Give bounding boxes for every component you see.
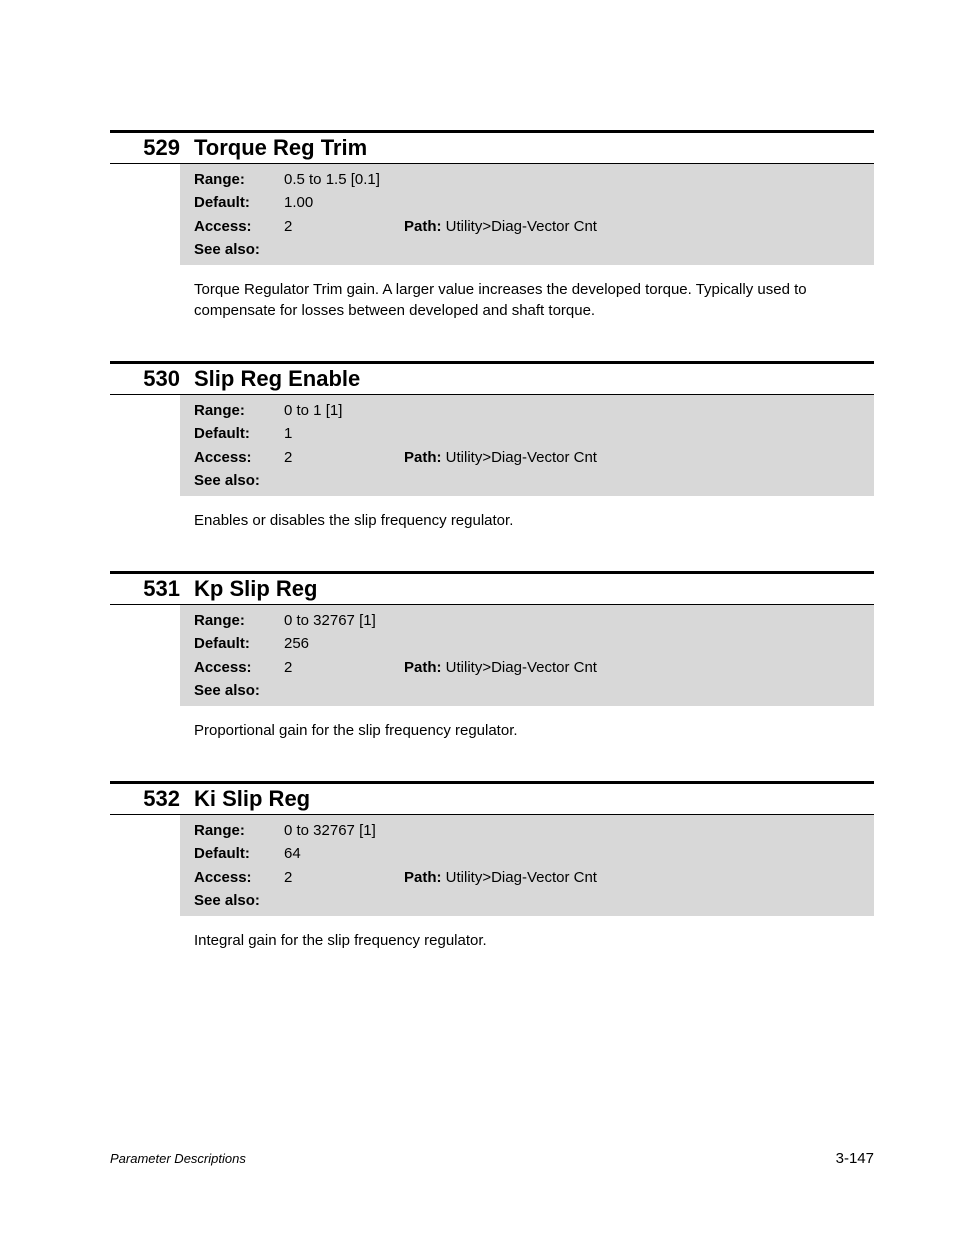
see-also-row: See also: [194, 679, 874, 702]
see-also-label: See also: [194, 238, 284, 261]
default-label: Default: [194, 842, 284, 865]
param-details-box: Range: 0 to 32767 [1] Default: 64 Access… [180, 815, 874, 916]
param-block-532: 532 Ki Slip Reg Range: 0 to 32767 [1] De… [110, 781, 874, 951]
path-cell: Path: Utility>Diag-Vector Cnt [394, 866, 597, 889]
range-row: Range: 0 to 1 [1] [194, 399, 874, 422]
param-title: Slip Reg Enable [194, 366, 360, 392]
path-cell: Path: Utility>Diag-Vector Cnt [394, 446, 597, 469]
see-also-label: See also: [194, 679, 284, 702]
param-title: Ki Slip Reg [194, 786, 310, 812]
access-label: Access: [194, 656, 284, 679]
access-label: Access: [194, 215, 284, 238]
range-label: Range: [194, 168, 284, 191]
see-also-row: See also: [194, 238, 874, 261]
range-row: Range: 0.5 to 1.5 [0.1] [194, 168, 874, 191]
path-cell: Path: Utility>Diag-Vector Cnt [394, 656, 597, 679]
param-details-box: Range: 0 to 32767 [1] Default: 256 Acces… [180, 605, 874, 706]
default-row: Default: 64 [194, 842, 874, 865]
range-value: 0 to 32767 [1] [284, 819, 394, 842]
path-value: Utility>Diag-Vector Cnt [446, 659, 597, 676]
path-label: Path: [404, 659, 446, 676]
default-label: Default: [194, 632, 284, 655]
range-label: Range: [194, 609, 284, 632]
see-also-row: See also: [194, 889, 874, 912]
param-header: 531 Kp Slip Reg [110, 574, 874, 604]
default-label: Default: [194, 191, 284, 214]
param-details-box: Range: 0 to 1 [1] Default: 1 Access: 2 P… [180, 395, 874, 496]
access-value: 2 [284, 866, 394, 889]
path-cell: Path: Utility>Diag-Vector Cnt [394, 215, 597, 238]
page-content: 529 Torque Reg Trim Range: 0.5 to 1.5 [0… [0, 0, 954, 951]
param-header: 529 Torque Reg Trim [110, 133, 874, 163]
access-row: Access: 2 Path: Utility>Diag-Vector Cnt [194, 656, 874, 679]
access-row: Access: 2 Path: Utility>Diag-Vector Cnt [194, 446, 874, 469]
path-value: Utility>Diag-Vector Cnt [446, 218, 597, 235]
param-description: Integral gain for the slip frequency reg… [194, 930, 874, 951]
access-row: Access: 2 Path: Utility>Diag-Vector Cnt [194, 866, 874, 889]
path-label: Path: [404, 449, 446, 466]
range-value: 0 to 1 [1] [284, 399, 394, 422]
range-label: Range: [194, 819, 284, 842]
path-value: Utility>Diag-Vector Cnt [446, 869, 597, 886]
range-value: 0.5 to 1.5 [0.1] [284, 168, 394, 191]
range-row: Range: 0 to 32767 [1] [194, 609, 874, 632]
path-label: Path: [404, 218, 446, 235]
param-description: Enables or disables the slip frequency r… [194, 510, 874, 531]
default-row: Default: 1.00 [194, 191, 874, 214]
default-label: Default: [194, 422, 284, 445]
param-description: Proportional gain for the slip frequency… [194, 720, 874, 741]
param-number: 530 [110, 366, 194, 392]
default-value: 64 [284, 842, 394, 865]
param-title: Kp Slip Reg [194, 576, 317, 602]
param-block-530: 530 Slip Reg Enable Range: 0 to 1 [1] De… [110, 361, 874, 531]
path-label: Path: [404, 869, 446, 886]
default-value: 256 [284, 632, 394, 655]
param-description: Torque Regulator Trim gain. A larger val… [194, 279, 874, 321]
access-value: 2 [284, 656, 394, 679]
access-value: 2 [284, 215, 394, 238]
see-also-label: See also: [194, 469, 284, 492]
see-also-row: See also: [194, 469, 874, 492]
access-value: 2 [284, 446, 394, 469]
param-header: 532 Ki Slip Reg [110, 784, 874, 814]
path-value: Utility>Diag-Vector Cnt [446, 449, 597, 466]
param-number: 529 [110, 135, 194, 161]
param-header: 530 Slip Reg Enable [110, 364, 874, 394]
range-value: 0 to 32767 [1] [284, 609, 394, 632]
range-row: Range: 0 to 32767 [1] [194, 819, 874, 842]
param-details-box: Range: 0.5 to 1.5 [0.1] Default: 1.00 Ac… [180, 164, 874, 265]
see-also-label: See also: [194, 889, 284, 912]
param-title: Torque Reg Trim [194, 135, 367, 161]
param-number: 531 [110, 576, 194, 602]
access-row: Access: 2 Path: Utility>Diag-Vector Cnt [194, 215, 874, 238]
param-number: 532 [110, 786, 194, 812]
default-value: 1 [284, 422, 394, 445]
page-footer: Parameter Descriptions 3-147 [110, 1150, 874, 1167]
range-label: Range: [194, 399, 284, 422]
param-block-531: 531 Kp Slip Reg Range: 0 to 32767 [1] De… [110, 571, 874, 741]
default-row: Default: 1 [194, 422, 874, 445]
access-label: Access: [194, 446, 284, 469]
param-block-529: 529 Torque Reg Trim Range: 0.5 to 1.5 [0… [110, 130, 874, 321]
default-row: Default: 256 [194, 632, 874, 655]
default-value: 1.00 [284, 191, 394, 214]
access-label: Access: [194, 866, 284, 889]
footer-page-number: 3-147 [836, 1150, 874, 1167]
footer-section-title: Parameter Descriptions [110, 1151, 246, 1166]
